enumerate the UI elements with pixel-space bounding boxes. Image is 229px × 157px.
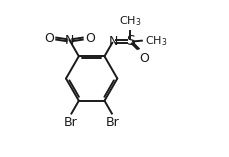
- Text: O: O: [139, 52, 148, 65]
- Text: Br: Br: [105, 116, 119, 129]
- Text: CH$_3$: CH$_3$: [144, 34, 166, 48]
- Text: S: S: [125, 34, 134, 49]
- Text: O: O: [85, 32, 95, 45]
- Text: N: N: [108, 35, 117, 48]
- Text: O: O: [44, 32, 54, 45]
- Text: N: N: [65, 34, 74, 47]
- Text: Br: Br: [63, 116, 77, 129]
- Text: CH$_3$: CH$_3$: [118, 14, 141, 28]
